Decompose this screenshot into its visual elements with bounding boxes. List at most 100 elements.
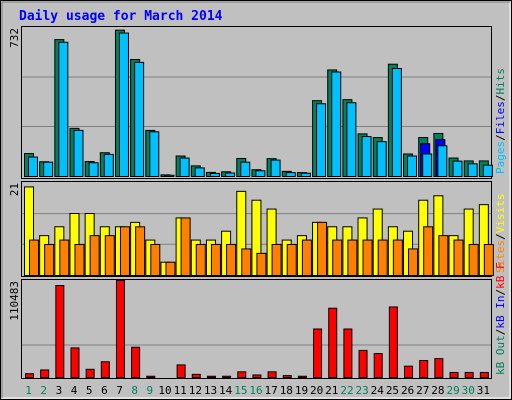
bar-sites-day-3 — [59, 239, 70, 276]
x-tick-label-day-27: 27 — [416, 384, 429, 397]
bar-pages-day-29 — [452, 160, 463, 178]
legend-pages: Pages — [494, 141, 507, 174]
x-tick-label-day-16: 16 — [249, 384, 262, 397]
bar-kb-f-day-16 — [252, 374, 262, 379]
bar-pages-day-28 — [437, 145, 448, 178]
bar-kb-f-day-17 — [267, 371, 277, 379]
bar-pages-day-12 — [194, 167, 205, 178]
bar-sites-day-24 — [377, 239, 388, 276]
x-tick-label-day-22: 22 — [340, 384, 353, 397]
legend-visits: Visits — [494, 194, 507, 234]
x-tick-label-day-19: 19 — [295, 384, 308, 397]
bar-pages-day-8 — [134, 61, 145, 177]
bar-pages-day-10 — [164, 174, 175, 178]
bar-kb-f-day-12 — [191, 373, 201, 378]
bar-sites-day-21 — [332, 239, 343, 276]
bar-pages-day-4 — [73, 129, 84, 178]
x-tick-label-day-14: 14 — [219, 384, 233, 397]
bar-kb-f-day-18 — [282, 375, 292, 378]
bar-pages-day-25 — [391, 68, 402, 177]
bar-pages-day-18 — [285, 172, 296, 177]
bar-sites-day-12 — [195, 244, 206, 276]
x-tick-label-day-10: 10 — [158, 384, 171, 397]
x-tick-label-day-18: 18 — [280, 384, 293, 397]
bar-kb-f-day-5 — [85, 368, 95, 378]
x-tick-label-day-1: 1 — [25, 384, 32, 397]
bar-pages-day-2 — [43, 161, 54, 177]
bar-sites-day-28 — [438, 235, 449, 276]
legend-kb-in: kB In — [494, 296, 507, 329]
bar-sites-day-1 — [29, 239, 39, 276]
bar-pages-day-26 — [407, 155, 418, 177]
bar-pages-day-5 — [88, 162, 99, 178]
x-tick-label-day-3: 3 — [56, 384, 63, 397]
bar-pages-day-23 — [361, 136, 372, 177]
bar-kb-f-day-6 — [100, 361, 110, 378]
bar-kb-f-day-24 — [373, 353, 383, 379]
x-tick-label-day-23: 23 — [356, 384, 369, 397]
legend-kb-f: kB F — [494, 262, 507, 289]
bar-sites-day-7 — [119, 226, 130, 277]
bar-sites-day-22 — [347, 239, 358, 276]
bar-sites-day-25 — [392, 239, 403, 276]
chart-title: Daily usage for March 2014 — [19, 9, 223, 24]
panel-2-ymax-label: 21 — [8, 183, 21, 196]
x-tick-label-day-30: 30 — [462, 384, 475, 397]
x-tick-label-day-9: 9 — [147, 384, 154, 397]
legend-kb-out: kB Out — [494, 335, 507, 375]
bar-kb-f-day-19 — [297, 375, 307, 379]
bar-pages-day-31 — [482, 164, 493, 177]
x-tick-label-day-6: 6 — [101, 384, 108, 397]
bar-kb-f-day-31 — [479, 371, 489, 378]
bar-kb-f-day-7 — [115, 280, 125, 378]
x-tick-label-day-2: 2 — [40, 384, 47, 397]
bar-kb-f-day-14 — [222, 375, 232, 379]
x-tick-label-day-4: 4 — [71, 384, 78, 397]
bar-kb-f-day-4 — [70, 347, 80, 379]
x-tick-label-day-8: 8 — [131, 384, 138, 397]
bar-kb-f-day-15 — [237, 371, 247, 379]
bar-sites-day-15 — [241, 248, 252, 277]
bar-pages-day-19 — [300, 172, 311, 178]
bar-pages-day-17 — [270, 159, 281, 177]
bar-sites-day-30 — [468, 244, 479, 276]
panel-3-frame — [21, 279, 492, 379]
bar-sites-day-19 — [301, 239, 312, 276]
bar-sites-day-2 — [44, 244, 55, 276]
bar-pages-day-11 — [179, 157, 190, 177]
bar-sites-day-6 — [104, 235, 115, 276]
panel-3-ymax-label: 110483 — [8, 281, 21, 321]
bar-kb-f-day-22 — [343, 328, 353, 378]
panel-1-legend: Pages/Files/Hits — [494, 68, 507, 174]
x-tick-label-day-25: 25 — [386, 384, 399, 397]
bar-pages-day-15 — [240, 161, 251, 177]
bar-sites-day-9 — [150, 244, 161, 276]
bar-pages-day-9 — [149, 131, 160, 177]
x-tick-label-day-13: 13 — [204, 384, 217, 397]
bar-kb-f-day-20 — [313, 328, 323, 378]
x-tick-label-day-21: 21 — [325, 384, 338, 397]
bar-kb-f-day-13 — [206, 375, 216, 379]
x-tick-label-day-7: 7 — [116, 384, 123, 397]
bar-pages-day-24 — [376, 141, 387, 178]
bar-sites-day-5 — [89, 235, 100, 276]
bar-pages-day-3 — [58, 41, 69, 178]
x-tick-label-day-24: 24 — [371, 384, 385, 397]
bar-sites-day-27 — [423, 226, 434, 277]
x-tick-label-day-5: 5 — [86, 384, 93, 397]
bar-kb-f-day-28 — [434, 358, 444, 378]
bar-sites-day-11 — [180, 217, 191, 277]
bar-sites-day-18 — [286, 244, 297, 276]
legend-hits: Hits — [494, 68, 507, 95]
bar-kb-f-day-30 — [464, 371, 474, 378]
bar-pages-day-14 — [225, 172, 236, 177]
bar-pages-day-1 — [28, 156, 38, 178]
bar-sites-day-29 — [453, 239, 464, 276]
bar-sites-day-10 — [165, 261, 176, 277]
x-tick-label-day-20: 20 — [310, 384, 323, 397]
x-tick-label-day-26: 26 — [401, 384, 414, 397]
bar-sites-day-17 — [271, 244, 282, 276]
bar-kb-f-day-27 — [419, 359, 429, 378]
bar-kb-f-day-9 — [146, 375, 156, 379]
bar-kb-f-day-8 — [131, 346, 141, 379]
